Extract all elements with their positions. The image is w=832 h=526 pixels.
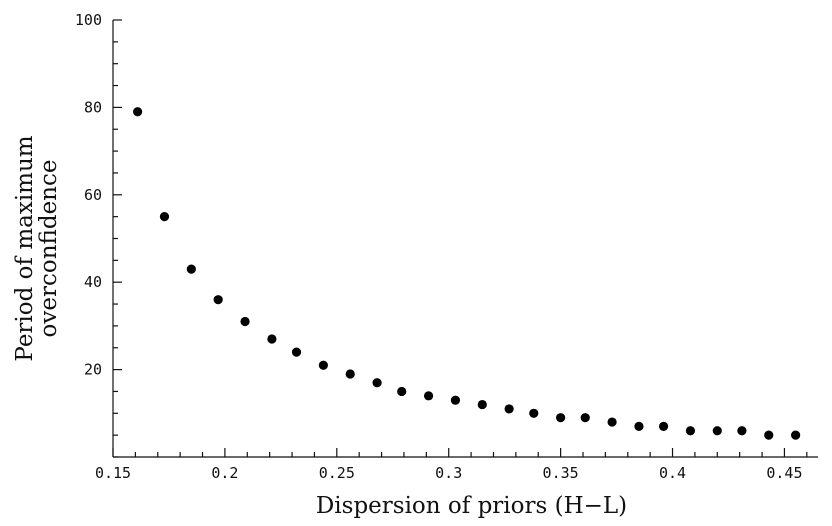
y-tick-label: 100: [75, 11, 102, 29]
x-tick-label: 0.2: [211, 464, 238, 482]
data-point: [345, 369, 355, 379]
data-point: [213, 295, 223, 305]
data-point: [372, 378, 382, 388]
data-point: [240, 316, 250, 327]
y-ticks: 20 40 60 80 100: [75, 11, 122, 458]
data-point: [186, 264, 196, 274]
x-axis-title: Dispersion of priors (H−L): [316, 493, 627, 519]
x-tick-label: 0.45: [766, 464, 802, 482]
data-point: [423, 391, 434, 401]
data-point: [556, 413, 566, 423]
data-point: [607, 417, 617, 427]
x-tick-label: 0.15: [95, 464, 131, 482]
data-point: [291, 347, 302, 357]
data-point: [634, 421, 644, 432]
data-point: [791, 430, 801, 440]
x-ticks: 0.15 0.2 0.25 0.3 0.35 0.4 0.45: [95, 448, 808, 482]
data-point: [133, 107, 143, 117]
x-tick-label: 0.4: [659, 464, 686, 482]
data-point: [658, 421, 669, 432]
data-point: [529, 408, 539, 418]
data-point: [450, 395, 461, 405]
data-point: [267, 334, 277, 344]
data-points: [133, 107, 801, 440]
data-point: [504, 404, 514, 414]
y-tick-label: 60: [84, 186, 102, 204]
data-point: [764, 430, 774, 440]
y-tick-label: 20: [84, 361, 102, 379]
y-axis-title-line-1: Period of maximum: [12, 135, 38, 361]
data-point: [737, 426, 747, 436]
data-point: [580, 413, 590, 423]
x-tick-label: 0.25: [319, 464, 355, 482]
y-tick-label: 40: [84, 273, 102, 291]
axes: [112, 20, 818, 458]
data-point: [318, 360, 328, 370]
data-point: [159, 212, 170, 222]
y-axis-title: Period of maximum overconfidence: [12, 135, 62, 361]
x-tick-label: 0.3: [435, 464, 462, 482]
y-tick-label: 80: [84, 98, 102, 116]
data-point: [685, 426, 696, 436]
data-point: [477, 399, 487, 410]
data-point: [712, 426, 722, 436]
x-tick-label: 0.35: [543, 464, 579, 482]
y-axis-title-line-2: overconfidence: [36, 160, 62, 338]
data-point: [397, 386, 407, 397]
